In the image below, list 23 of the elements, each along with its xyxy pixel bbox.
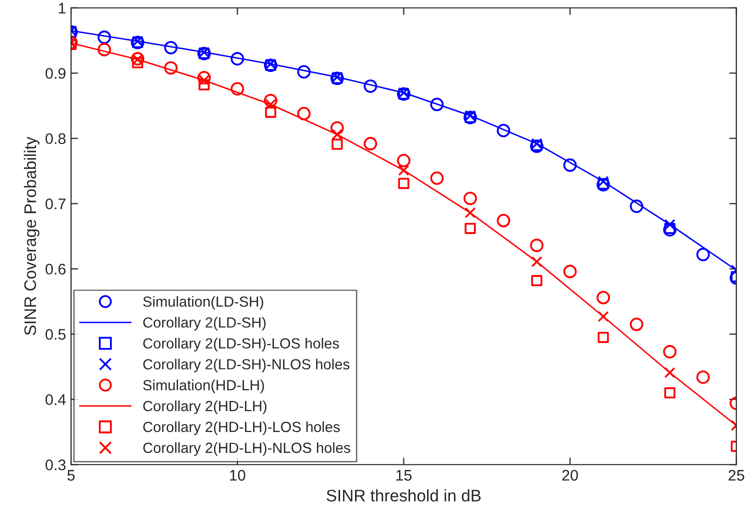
y-tick-label: 0.4 xyxy=(46,394,66,406)
legend-label: Corollary 2(HD-LH)-NLOS holes xyxy=(143,442,350,456)
legend-label: Corollary 2(LD-SH)-NLOS holes xyxy=(143,358,350,372)
y-tick-label: 0.5 xyxy=(46,328,66,340)
x-tick-label: 20 xyxy=(562,470,578,481)
legend-label: Corollary 2(LD-SH)-LOS holes xyxy=(143,338,339,352)
x-tick-label: 15 xyxy=(396,470,412,481)
legend-label: Corollary 2(LD-SH) xyxy=(143,316,266,331)
y-tick-label: 0.6 xyxy=(46,264,66,275)
legend-label: Corollary 2(HD-LH)-LOS holes xyxy=(143,421,340,435)
y-tick-label: 0.9 xyxy=(46,68,66,79)
y-tick-label: 0.3 xyxy=(46,459,66,470)
y-tick-label: 0.7 xyxy=(46,198,66,210)
legend-label: Simulation(LD-SH) xyxy=(143,296,264,310)
x-tick-label: 10 xyxy=(230,470,246,481)
x-tick-label: 5 xyxy=(67,470,75,481)
y-tick-label: 1 xyxy=(58,2,66,14)
y-tick-label: 0.8 xyxy=(46,133,66,144)
y-axis-title: SINR Coverage Probability xyxy=(24,136,40,336)
x-tick-label: 25 xyxy=(728,470,744,481)
legend-label: Simulation(HD-LH) xyxy=(143,380,264,394)
legend-label: Corollary 2(HD-LH) xyxy=(143,400,266,414)
x-axis-title: SINR threshold in dB xyxy=(326,489,481,502)
